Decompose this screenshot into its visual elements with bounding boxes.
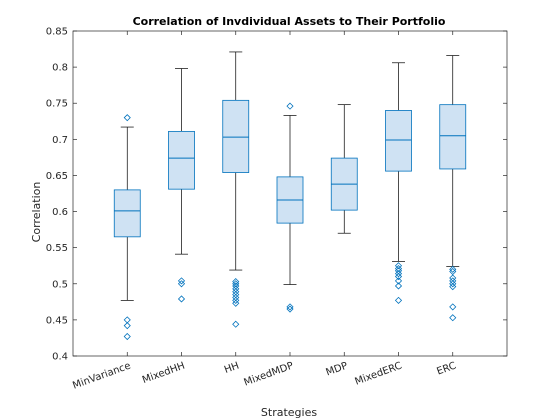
outlier-point [449, 314, 457, 322]
y-tick-label: 0.65 [46, 171, 68, 182]
box-group-mixedhh [168, 68, 195, 303]
outlier-point [449, 283, 457, 291]
x-axis-label: Strategies [261, 406, 317, 419]
outlier-point [123, 114, 131, 122]
outlier-point [232, 299, 240, 307]
outlier-point [394, 277, 403, 285]
y-axis: 0.4 0.45 0.5 0.55 0.6 0.65 0.7 0.75 0.8 0.85 [46, 27, 507, 363]
x-tick-label-mixedhh: MixedHH [141, 360, 187, 386]
boxes-layer [113, 51, 467, 341]
y-tick-label: 0.85 [46, 27, 68, 38]
iqr-box [385, 110, 412, 172]
y-axis-label: Correlation [30, 182, 43, 243]
box-group-mdp [330, 104, 358, 234]
x-tick-label-mdp: MDP [325, 360, 350, 378]
outlier-point [286, 305, 294, 313]
y-tick-label: 0.45 [46, 315, 68, 326]
iqr-box [168, 130, 195, 190]
outlier-point [394, 272, 403, 281]
outlier-point [449, 265, 457, 273]
outlier-point [449, 303, 457, 311]
iqr-box [439, 104, 467, 170]
outlier-point [394, 262, 403, 270]
iqr-box [113, 189, 141, 238]
y-tick-label: 0.7 [52, 135, 68, 146]
outlier-point [394, 296, 403, 304]
outlier-point [123, 316, 131, 324]
outlier-point [177, 277, 186, 285]
outlier-point [177, 280, 186, 288]
outlier-point [449, 280, 457, 288]
chart-title: Correlation of Invdividual Assets to The… [133, 15, 446, 28]
outlier-point [394, 282, 403, 290]
iqr-box [222, 99, 250, 173]
x-tick-label-mixedmdp: MixedMDP [243, 360, 296, 388]
box-group-mixedmdp [276, 102, 304, 313]
outlier-point [123, 332, 131, 341]
y-tick-label: 0.75 [46, 99, 68, 110]
x-tick-label-erc: ERC [435, 360, 457, 377]
box-group-hh [222, 51, 250, 328]
box-group-mixederc [385, 62, 412, 304]
outlier-point [286, 303, 294, 311]
outlier-point [394, 270, 403, 278]
y-tick-label: 0.4 [52, 352, 68, 363]
y-tick-label: 0.6 [52, 207, 68, 218]
x-tick-label-hh: HH [223, 360, 241, 375]
outlier-point [394, 265, 403, 273]
y-tick-label: 0.8 [52, 63, 68, 74]
box-group-erc [439, 55, 467, 322]
outlier-point [232, 278, 240, 286]
outlier-point [232, 296, 240, 304]
x-tick-label-minvariance: MinVariance [71, 360, 132, 391]
outlier-point [123, 322, 131, 330]
outlier-point [449, 267, 457, 276]
box-group-minvariance [113, 114, 141, 341]
outlier-point [232, 320, 240, 328]
y-tick-label: 0.5 [52, 279, 68, 290]
y-tick-label: 0.55 [46, 243, 68, 254]
x-tick-label-mixederc: MixedERC [353, 360, 403, 387]
outlier-point [177, 295, 186, 303]
outlier-point [286, 102, 294, 110]
outlier-point [232, 280, 240, 288]
